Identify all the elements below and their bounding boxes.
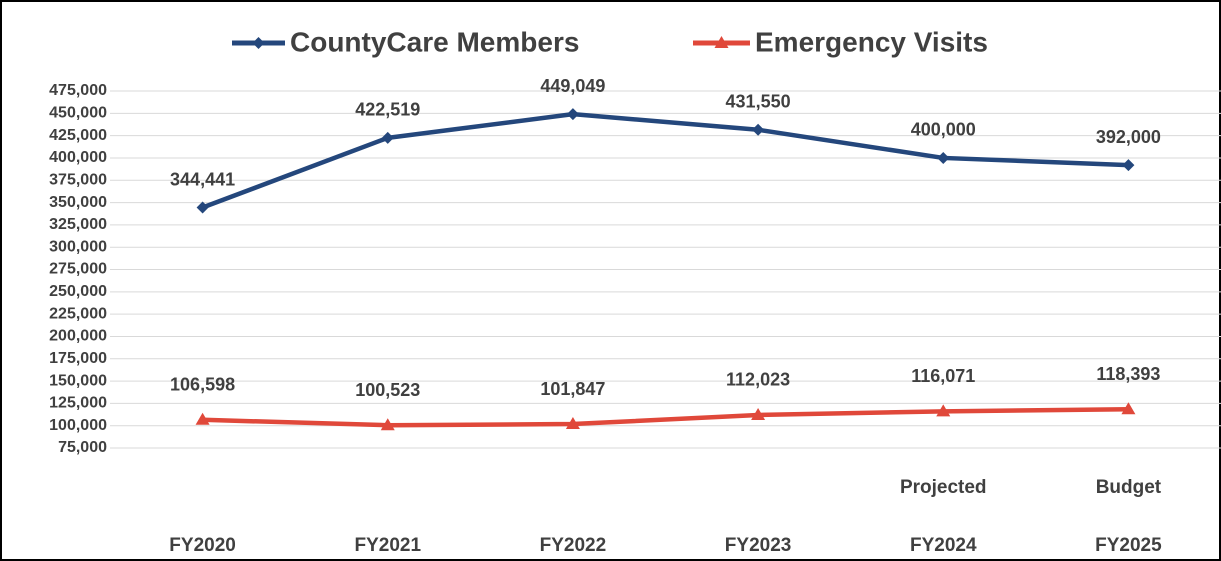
point <box>566 108 579 121</box>
x-tick-label: FY2023 <box>725 535 792 556</box>
y-tick-label: 375,000 <box>49 171 107 188</box>
data-label: 344,441 <box>170 169 235 189</box>
data-label: 449,049 <box>540 76 605 96</box>
point <box>936 404 951 417</box>
y-tick-label: 175,000 <box>49 350 107 367</box>
point <box>381 131 394 144</box>
y-tick-label: 300,000 <box>49 238 107 255</box>
data-label: 106,598 <box>170 375 235 395</box>
category-note: Budget <box>1096 477 1162 498</box>
point <box>565 417 580 430</box>
x-tick-label: FY2022 <box>540 535 607 556</box>
y-tick-label: 150,000 <box>49 372 107 389</box>
y-tick-label: 250,000 <box>49 283 107 300</box>
data-label: 431,550 <box>726 92 791 112</box>
y-tick-label: 350,000 <box>49 194 107 211</box>
category-note: Projected <box>900 477 987 498</box>
point <box>196 201 209 214</box>
y-tick-label: 425,000 <box>49 127 107 144</box>
data-label: 392,000 <box>1096 127 1161 147</box>
y-tick-label: 75,000 <box>58 439 107 456</box>
point <box>1121 402 1136 415</box>
data-label: 101,847 <box>540 379 605 399</box>
data-label: 100,523 <box>355 380 420 400</box>
x-tick-label: FY2024 <box>910 535 977 556</box>
point <box>195 412 210 425</box>
legend-label: CountyCare Members <box>290 26 579 57</box>
y-tick-label: 275,000 <box>49 261 107 278</box>
legend-marker <box>252 37 265 49</box>
y-tick-label: 200,000 <box>49 328 107 345</box>
legend: CountyCare Members Emergency Visits <box>232 26 988 57</box>
y-tick-label: 400,000 <box>49 149 107 166</box>
data-label: 116,071 <box>911 366 975 386</box>
point <box>380 418 395 431</box>
legend-label: Emergency Visits <box>755 26 988 57</box>
y-tick-label: 100,000 <box>49 417 107 434</box>
x-tick-label: FY2021 <box>354 535 421 556</box>
data-label: 112,023 <box>726 370 790 390</box>
point <box>752 123 765 136</box>
point <box>1122 159 1135 172</box>
series-line <box>201 111 1129 210</box>
y-tick-label: 475,000 <box>49 82 107 99</box>
point <box>751 407 766 420</box>
x-tick-label: FY2020 <box>169 535 236 556</box>
data-label: 422,519 <box>355 100 420 120</box>
point <box>937 151 950 164</box>
series-line <box>202 407 1129 428</box>
y-tick-label: 125,000 <box>49 395 107 412</box>
data-label: 400,000 <box>911 120 976 140</box>
y-tick-label: 225,000 <box>49 305 107 322</box>
x-tick-label: FY2025 <box>1095 535 1162 556</box>
legend-marker <box>714 36 729 48</box>
y-tick-label: 450,000 <box>49 105 107 122</box>
data-label: 118,393 <box>1096 364 1160 384</box>
y-tick-label: 325,000 <box>49 216 107 233</box>
